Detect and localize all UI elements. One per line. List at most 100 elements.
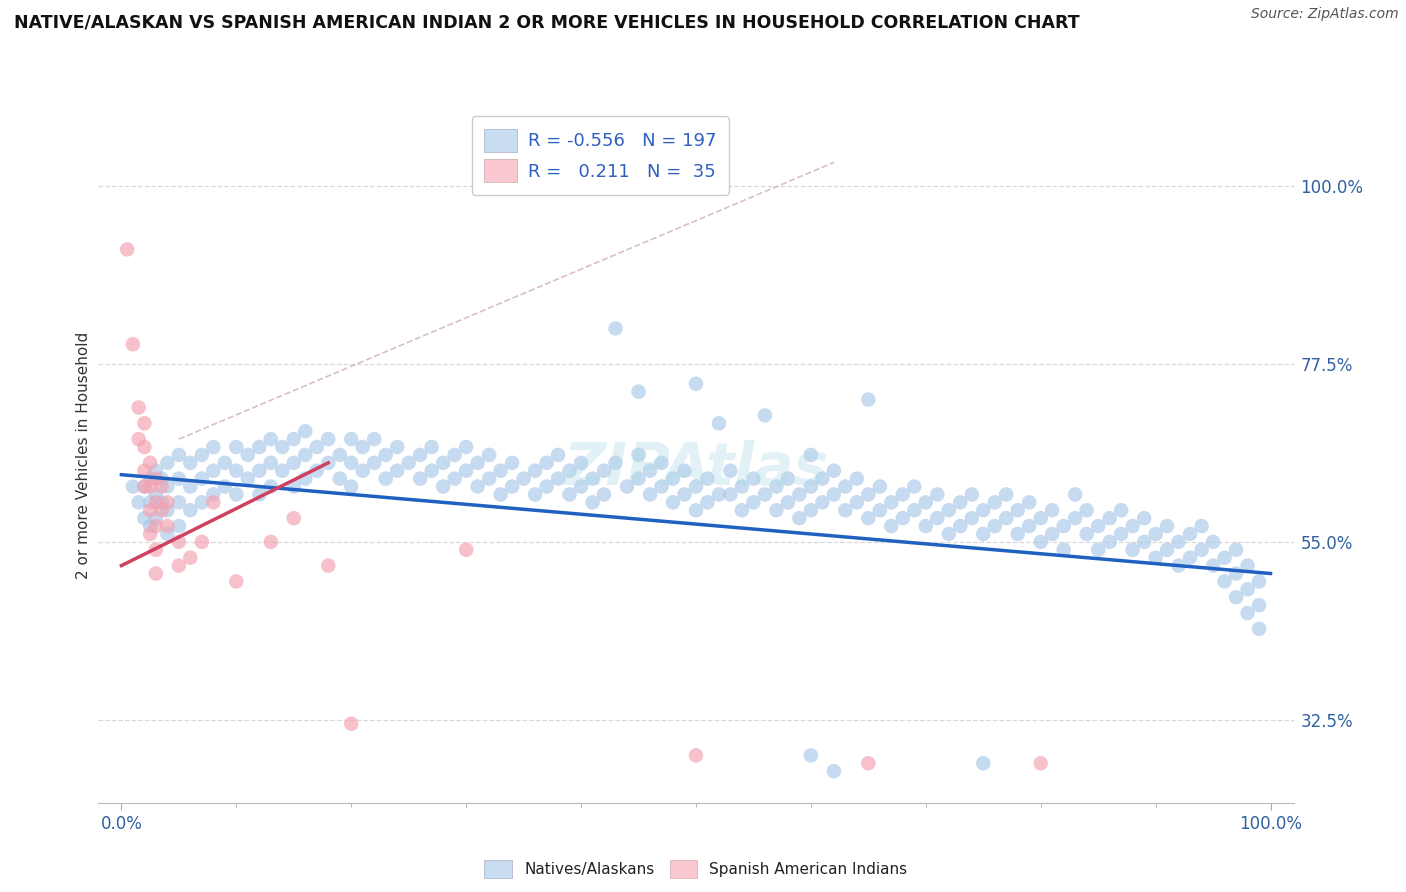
Point: [456, 464, 478, 478]
Point: [1064, 511, 1087, 525]
Point: [179, 503, 201, 517]
Point: [167, 495, 190, 509]
Point: [1144, 527, 1167, 541]
Point: [1053, 542, 1076, 557]
Point: [673, 464, 696, 478]
Point: [776, 472, 799, 486]
Point: [823, 764, 845, 779]
Point: [329, 448, 352, 462]
Point: [949, 519, 972, 533]
Point: [214, 479, 236, 493]
Point: [858, 392, 880, 407]
Point: [524, 487, 547, 501]
Point: [800, 748, 823, 763]
Text: Source: ZipAtlas.com: Source: ZipAtlas.com: [1251, 7, 1399, 21]
Point: [938, 527, 960, 541]
Point: [914, 519, 936, 533]
Point: [593, 487, 616, 501]
Point: [1225, 566, 1247, 581]
Point: [128, 495, 150, 509]
Point: [225, 574, 247, 589]
Point: [363, 456, 385, 470]
Point: [1098, 534, 1121, 549]
Point: [949, 495, 972, 509]
Point: [880, 519, 903, 533]
Point: [1225, 542, 1247, 557]
Point: [236, 448, 259, 462]
Point: [754, 409, 776, 423]
Point: [1144, 550, 1167, 565]
Point: [707, 417, 730, 431]
Point: [581, 495, 603, 509]
Point: [1029, 756, 1052, 771]
Point: [501, 479, 523, 493]
Point: [1076, 527, 1098, 541]
Point: [283, 511, 305, 525]
Point: [456, 440, 478, 454]
Point: [247, 464, 270, 478]
Point: [1236, 558, 1258, 573]
Point: [134, 479, 156, 493]
Point: [340, 716, 363, 731]
Point: [340, 456, 363, 470]
Point: [605, 321, 627, 335]
Point: [593, 464, 616, 478]
Point: [150, 495, 173, 509]
Point: [558, 487, 581, 501]
Point: [1191, 519, 1213, 533]
Point: [271, 440, 294, 454]
Point: [858, 511, 880, 525]
Point: [167, 558, 190, 573]
Point: [662, 495, 685, 509]
Point: [536, 456, 558, 470]
Point: [156, 527, 179, 541]
Point: [789, 487, 811, 501]
Point: [156, 495, 179, 509]
Point: [1247, 574, 1270, 589]
Point: [420, 440, 443, 454]
Point: [662, 472, 685, 486]
Point: [305, 464, 328, 478]
Point: [340, 432, 363, 446]
Point: [1167, 558, 1189, 573]
Point: [685, 479, 707, 493]
Point: [191, 534, 214, 549]
Point: [191, 472, 214, 486]
Text: NATIVE/ALASKAN VS SPANISH AMERICAN INDIAN 2 OR MORE VEHICLES IN HOUSEHOLD CORREL: NATIVE/ALASKAN VS SPANISH AMERICAN INDIA…: [14, 13, 1080, 31]
Point: [903, 503, 925, 517]
Point: [409, 472, 432, 486]
Point: [558, 464, 581, 478]
Point: [294, 448, 316, 462]
Point: [128, 401, 150, 415]
Point: [316, 558, 339, 573]
Point: [202, 440, 225, 454]
Point: [720, 464, 742, 478]
Point: [627, 384, 650, 399]
Point: [765, 503, 787, 517]
Point: [316, 432, 339, 446]
Point: [202, 464, 225, 478]
Point: [1076, 503, 1098, 517]
Point: [638, 487, 661, 501]
Point: [145, 542, 167, 557]
Point: [501, 456, 523, 470]
Point: [858, 487, 880, 501]
Point: [179, 479, 201, 493]
Point: [1040, 503, 1063, 517]
Point: [858, 756, 880, 771]
Point: [869, 503, 891, 517]
Point: [1029, 534, 1052, 549]
Point: [167, 519, 190, 533]
Point: [731, 503, 754, 517]
Point: [432, 479, 454, 493]
Point: [1202, 534, 1225, 549]
Point: [1007, 503, 1029, 517]
Point: [638, 464, 661, 478]
Point: [283, 432, 305, 446]
Point: [800, 479, 823, 493]
Point: [478, 448, 501, 462]
Point: [972, 503, 994, 517]
Point: [1122, 519, 1144, 533]
Point: [1109, 503, 1132, 517]
Point: [489, 464, 512, 478]
